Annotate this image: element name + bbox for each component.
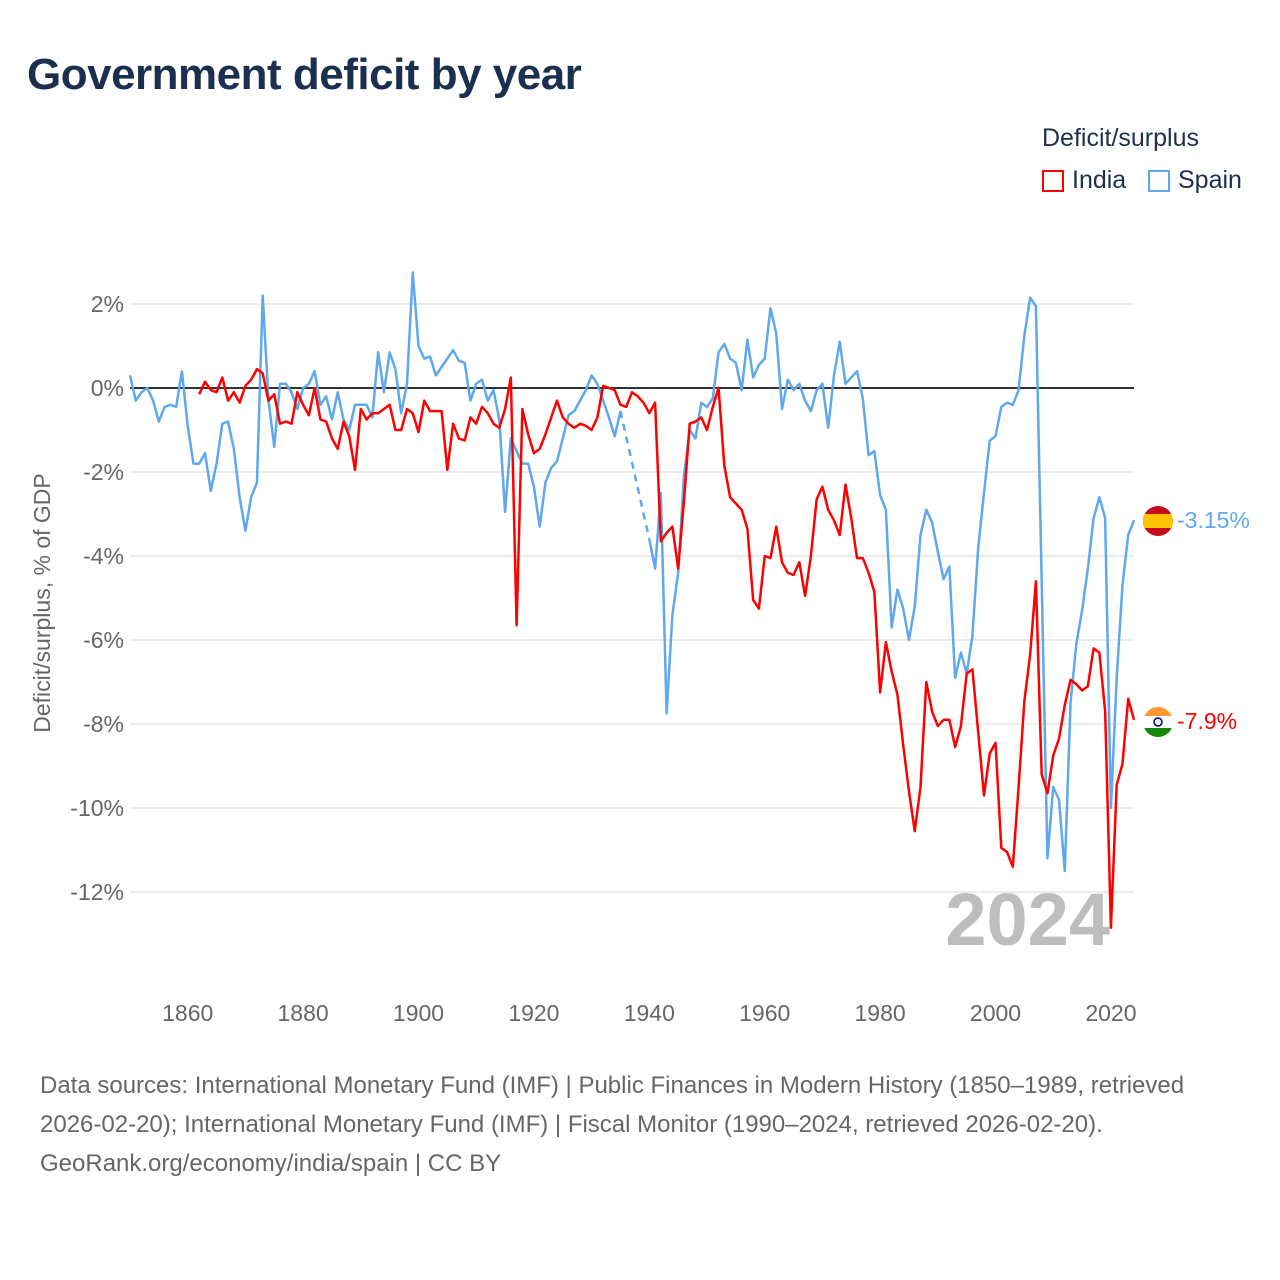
y-tick-label: -12% bbox=[70, 879, 124, 905]
legend-swatch-india bbox=[1042, 169, 1064, 192]
india-series-line bbox=[198, 367, 1136, 929]
source-link[interactable]: GeoRank.org/economy/india/spain | CC BY bbox=[40, 1150, 502, 1177]
source-note: Data sources: International Monetary Fun… bbox=[40, 1066, 1240, 1183]
x-tick-label: 1860 bbox=[162, 1000, 213, 1026]
legend-label-india: India bbox=[1072, 166, 1127, 194]
y-tick-label: -6% bbox=[83, 627, 124, 653]
x-tick-label: 1940 bbox=[624, 1000, 675, 1026]
x-tick-label: 1880 bbox=[278, 1000, 329, 1026]
x-tick-label: 2020 bbox=[1085, 1000, 1136, 1026]
legend-swatch-spain bbox=[1148, 169, 1170, 192]
legend-title: Deficit/surplus bbox=[1042, 124, 1199, 152]
y-tick-label: -8% bbox=[83, 711, 124, 737]
source-text: Data sources: International Monetary Fun… bbox=[40, 1072, 1185, 1138]
spain-flag-icon bbox=[1143, 506, 1173, 536]
x-tick-label: 1960 bbox=[739, 1000, 790, 1026]
x-tick-label: 2000 bbox=[970, 1000, 1021, 1026]
x-tick-label: 1900 bbox=[393, 1000, 444, 1026]
india-end-label: -7.9% bbox=[1177, 708, 1237, 734]
chart-title: Government deficit by year bbox=[27, 50, 582, 99]
spain-end-label: -3.15% bbox=[1177, 507, 1250, 533]
watermark-year: 2024 bbox=[945, 878, 1110, 961]
legend-item-india[interactable]: India bbox=[1042, 166, 1126, 195]
spain-series-line bbox=[128, 271, 622, 533]
x-tick-label: 1980 bbox=[855, 1000, 906, 1026]
y-tick-label: -4% bbox=[83, 543, 124, 569]
legend-label-spain: Spain bbox=[1178, 166, 1242, 194]
india-flag-icon bbox=[1143, 707, 1173, 737]
y-tick-label: -10% bbox=[70, 795, 124, 821]
y-tick-label: 0% bbox=[91, 375, 124, 401]
x-tick-label: 1920 bbox=[508, 1000, 559, 1026]
spain-series-line bbox=[648, 296, 1136, 873]
y-tick-label: -2% bbox=[83, 459, 124, 485]
spain-gap-line bbox=[619, 410, 651, 540]
line-chart: 2% 0% -2% -4% -6% -8% -10% -12% 1860 1880 1900 192… bbox=[29, 271, 1250, 1026]
legend-item-spain[interactable]: Spain bbox=[1148, 166, 1242, 195]
y-axis-label: Deficit/surplus, % of GDP bbox=[29, 473, 55, 732]
y-tick-label: 2% bbox=[91, 291, 124, 317]
